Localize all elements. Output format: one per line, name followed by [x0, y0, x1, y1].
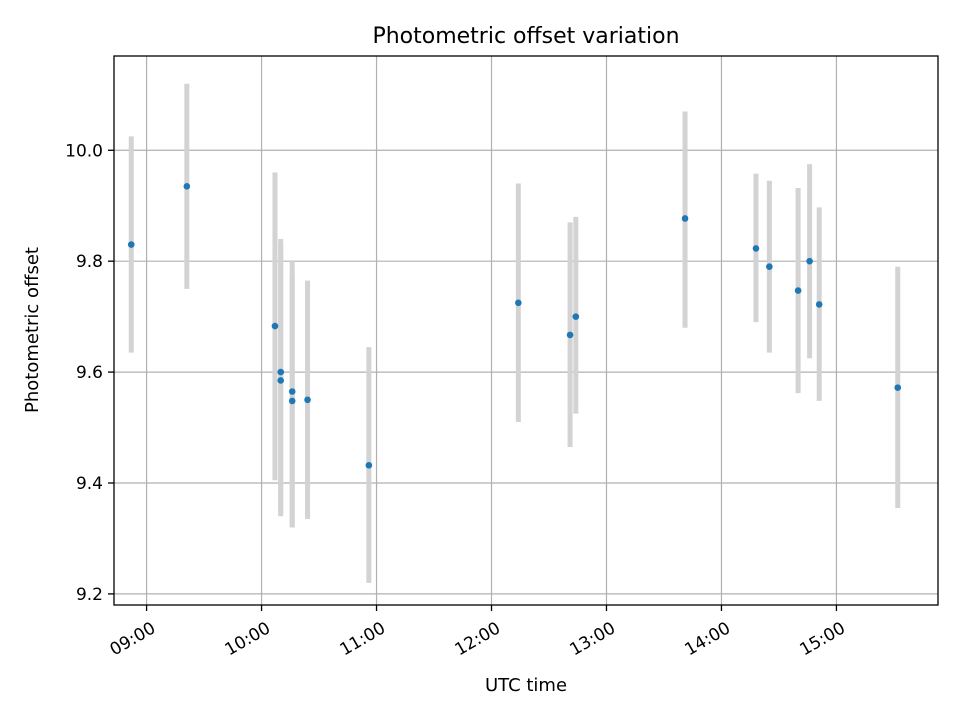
x-tick-label: 15:00 [797, 618, 849, 660]
data-point [806, 257, 813, 265]
y-tick-label: 10.0 [65, 141, 103, 161]
data-point [794, 287, 802, 294]
x-axis-label: UTC time [485, 675, 567, 696]
data-point [815, 301, 823, 308]
data-point [277, 368, 285, 376]
data-point [752, 245, 760, 252]
y-tick-label: 9.2 [76, 585, 103, 605]
x-tick-label: 09:00 [107, 618, 159, 660]
plot-frame [113, 55, 939, 606]
y-axis-label: Photometric offset [22, 247, 43, 413]
x-tick-label: 11:00 [337, 618, 389, 660]
data-point [288, 397, 296, 405]
y-tick-label: 9.6 [76, 363, 103, 383]
y-tick-label: 9.4 [76, 474, 103, 494]
x-tick-label: 12:00 [452, 618, 504, 660]
data-points [127, 183, 902, 469]
data-point [365, 461, 373, 469]
axis-ticks: 09:00 10:00 11:00 12:00 13:00 14:00 15:00 9.2 9.… [65, 141, 849, 660]
x-tick-label: 13:00 [567, 618, 619, 660]
data-point [894, 384, 902, 391]
data-point [183, 183, 191, 190]
data-point [681, 215, 689, 222]
data-point [566, 331, 574, 339]
x-tick-label: 10:00 [222, 618, 274, 660]
grid-layer [114, 56, 938, 605]
data-point [572, 313, 580, 320]
data-point [304, 396, 311, 404]
data-point [271, 322, 279, 330]
data-point [127, 241, 135, 248]
y-tick-label: 9.8 [76, 252, 103, 272]
data-point [277, 377, 285, 384]
data-point [515, 299, 522, 307]
x-tick-label: 14:00 [682, 618, 734, 660]
data-point [766, 263, 773, 271]
data-point [288, 388, 296, 395]
error-bars [128, 83, 901, 583]
chart-title: Photometric offset variation [372, 24, 679, 49]
